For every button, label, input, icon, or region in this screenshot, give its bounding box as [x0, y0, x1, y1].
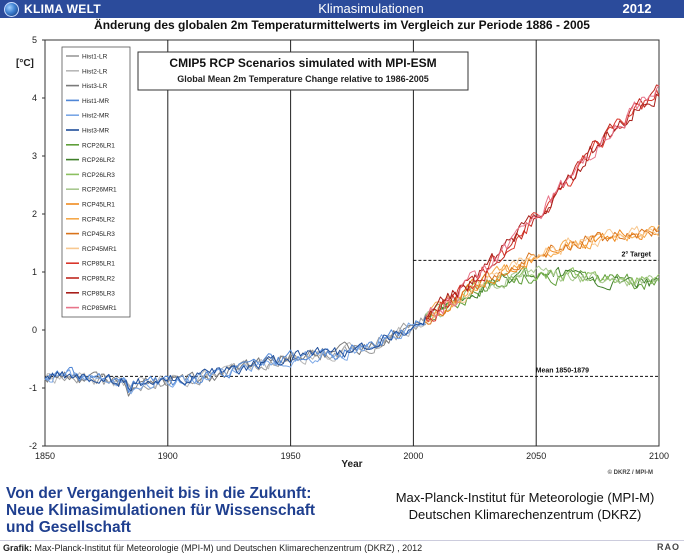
- legend-label: Hist1-MR: [82, 98, 109, 105]
- series-line-RCP26LR1: [425, 270, 660, 321]
- credit-text: Max-Planck-Institut für Meteorologie (MP…: [34, 543, 423, 553]
- series-lines: [44, 84, 660, 397]
- x-tick-label: 2100: [649, 451, 669, 461]
- x-tick-label: 1900: [158, 451, 178, 461]
- series-line-RCP85MR1: [425, 85, 660, 318]
- legend-label: Hist2-LR: [82, 68, 108, 75]
- reference-line-label: Mean 1850-1879: [536, 367, 589, 374]
- x-tick-label: 1950: [281, 451, 301, 461]
- legend-label: Hist3-LR: [82, 83, 108, 90]
- series-line-RCP26LR3: [425, 267, 660, 316]
- x-tick-label: 2000: [403, 451, 423, 461]
- caption-line: und Gesellschaft: [6, 519, 131, 536]
- legend-label: Hist1-LR: [82, 54, 108, 61]
- series-line-Hist1-MR: [44, 317, 427, 393]
- caption-line: Neue Klimasimulationen für Wissenschaft: [6, 502, 316, 519]
- credit-label: Grafik:: [3, 543, 33, 553]
- series-line-RCP26MR1: [425, 265, 660, 318]
- series-line-Hist3-MR: [44, 316, 427, 392]
- brand[interactable]: KLIMA WELT: [0, 0, 152, 18]
- y-axis-label: [°C]: [16, 58, 34, 69]
- section-title: Klimasimulationen: [318, 1, 424, 16]
- plot-area: [44, 39, 660, 447]
- institution-line: Max-Planck-Institut für Meteorologie (MP…: [395, 490, 655, 505]
- legend-label: RCP85LR1: [82, 261, 115, 268]
- legend-label: RCP85MR1: [82, 305, 117, 312]
- top-bar: [0, 0, 684, 18]
- graphic-credit: Grafik: Max-Planck-Institut für Meteorol…: [3, 543, 422, 553]
- y-tick-label: 0: [32, 325, 37, 335]
- brand-label: KLIMA WELT: [24, 2, 101, 16]
- legend-label: RCP85LR2: [82, 276, 115, 283]
- legend-label: RCP45LR2: [82, 216, 115, 223]
- y-tick-label: 1: [32, 267, 37, 277]
- y-tick-label: 3: [32, 151, 37, 161]
- institution-line: Deutschen Klimarechenzentrum (DKRZ): [408, 507, 642, 522]
- y-tick-labels: -2 -1 0 1 2 3 4 5: [29, 35, 45, 451]
- source-note: © DKRZ / MPI-M: [608, 469, 653, 476]
- legend-label: RCP26LR3: [82, 172, 115, 179]
- y-tick-label: -2: [29, 441, 37, 451]
- legend-label: RCP26LR1: [82, 142, 115, 149]
- x-tick-label: 1850: [35, 451, 55, 461]
- caption: Von der Vergangenheit bis in die Zukunft…: [6, 485, 366, 536]
- page-heading: Änderung des globalen 2m Temperaturmitte…: [0, 18, 684, 32]
- chart-title: CMIP5 RCP Scenarios simulated with MPI-E…: [169, 56, 436, 70]
- chart-subtitle: Global Mean 2m Temperature Change relati…: [177, 74, 428, 84]
- institution-credit: Max-Planck-Institut für Meteorologie (MP…: [370, 489, 680, 523]
- legend-label: RCP45LR3: [82, 231, 115, 238]
- rao-logo: RAO: [657, 542, 680, 552]
- legend-label: RCP26MR1: [82, 187, 117, 194]
- caption-line: Von der Vergangenheit bis in die Zukunft…: [6, 485, 312, 502]
- globe-icon: [4, 1, 19, 17]
- legend-label: Hist2-MR: [82, 113, 109, 120]
- legend-label: RCP26LR2: [82, 157, 115, 164]
- reference-lines: 2° Target Mean 1850-1879: [45, 250, 659, 377]
- y-tick-label: -1: [29, 383, 37, 393]
- legend-label: RCP45LR1: [82, 202, 115, 209]
- y-tick-label: 4: [32, 93, 37, 103]
- y-tick-label: 2: [32, 209, 37, 219]
- x-tick-labels: 1850 1900 1950 2000 2050 2100: [35, 451, 669, 461]
- series-line-Hist2-MR: [44, 322, 427, 395]
- legend-label: RCP85LR3: [82, 290, 115, 297]
- y-tick-label: 5: [32, 35, 37, 45]
- divider: [0, 540, 684, 541]
- legend-label: RCP45MR1: [82, 246, 117, 253]
- legend: Hist1-LR Hist2-LR Hist3-LR Hist1-MR Hist2-MR…: [61, 46, 131, 318]
- x-tick-label: 2050: [526, 451, 546, 461]
- series-line-RCP45MR1: [425, 225, 660, 323]
- legend-label: Hist3-MR: [82, 128, 109, 135]
- x-axis-label: Year: [341, 459, 362, 470]
- reference-line-label: 2° Target: [621, 250, 651, 258]
- year-label: 2012: [622, 1, 652, 16]
- title-box: CMIP5 RCP Scenarios simulated with MPI-E…: [137, 51, 469, 91]
